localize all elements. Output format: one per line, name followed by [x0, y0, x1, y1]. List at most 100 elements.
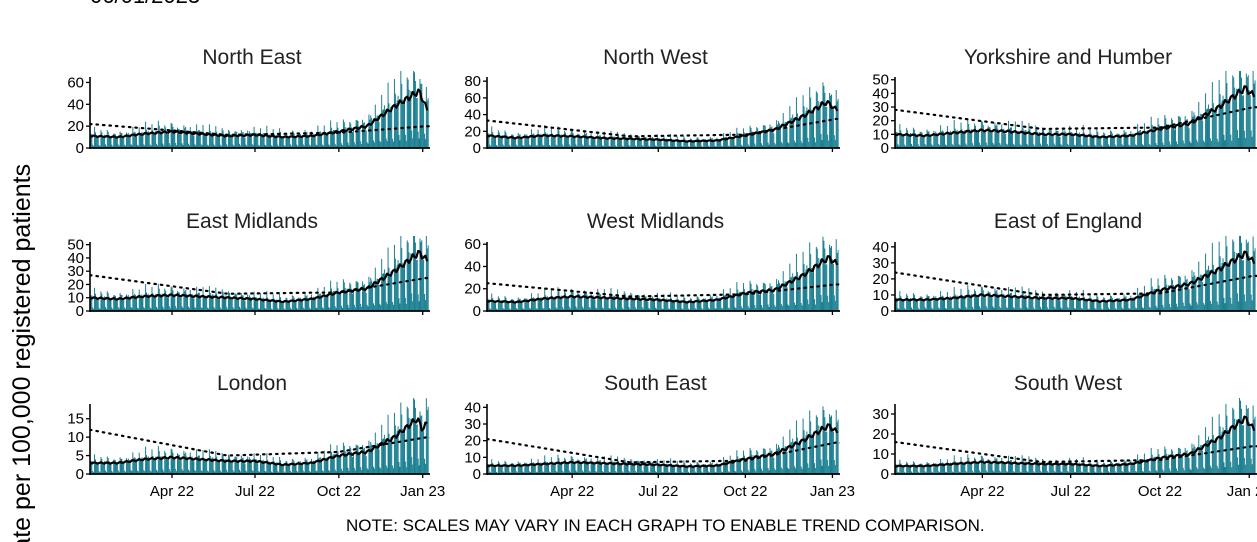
- scale-note: NOTE: SCALES MAY VARY IN EACH GRAPH TO E…: [346, 516, 985, 535]
- y-tick-label: 30: [67, 263, 84, 280]
- trend-line-south-east: [487, 437, 840, 464]
- trend-line-west-midlands: [487, 282, 840, 298]
- x-tick-label: Jul 22: [235, 483, 275, 500]
- x-tick-label: Oct 22: [1138, 483, 1182, 500]
- y-tick-label: 20: [67, 118, 84, 135]
- y-tick-label: 5: [76, 448, 84, 465]
- x-tick-label: Apr 22: [150, 483, 194, 500]
- y-tick-label: 40: [464, 399, 481, 416]
- x-tick-label: Apr 22: [550, 483, 594, 500]
- y-tick-label: 0: [473, 303, 481, 320]
- trend-line-north-east: [90, 122, 430, 137]
- y-tick-label: 20: [464, 123, 481, 140]
- plot-area-east-midlands: [90, 236, 430, 311]
- plot-area-north-west: [487, 82, 840, 148]
- y-tick-label: 50: [872, 72, 889, 89]
- y-tick-label: 0: [473, 140, 481, 157]
- trend-line-north-west: [487, 117, 840, 138]
- y-axis-label: rate per 100,000 registered patients: [8, 164, 36, 542]
- trend-line-london: [90, 428, 430, 457]
- y-tick-label: 40: [872, 239, 889, 256]
- panel-title-london: London: [217, 372, 287, 395]
- y-tick-label: 80: [464, 73, 481, 90]
- plot-area-south-east: [487, 406, 840, 474]
- y-tick-label: 10: [67, 290, 84, 307]
- panel-north-east: North East 0 20 40 60: [67, 46, 430, 157]
- panel-title-west-midlands: West Midlands: [587, 210, 724, 233]
- y-tick-label: 0: [473, 466, 481, 483]
- y-tick-label: 15: [67, 411, 84, 428]
- smooth-line-south-west: [895, 415, 1256, 468]
- x-tick-label: Jul 22: [638, 483, 678, 500]
- y-tick-label: 60: [67, 74, 84, 91]
- smooth-line-yorkshire-and-humber: [895, 85, 1256, 139]
- daily-spikes-north-west: [487, 82, 839, 148]
- plot-area-west-midlands: [487, 236, 840, 311]
- y-tick-label: 30: [464, 416, 481, 433]
- panel-title-south-east: South East: [604, 372, 707, 395]
- panel-title-north-east: North East: [202, 46, 301, 69]
- x-tick-label: Jan 23: [810, 483, 855, 500]
- y-tick-label: 0: [76, 303, 84, 320]
- x-tick-label: Apr 22: [960, 483, 1004, 500]
- trend-line-south-west: [895, 440, 1257, 464]
- y-tick-label: 20: [464, 281, 481, 298]
- smooth-line-north-east: [90, 88, 429, 139]
- y-tick-label: 40: [67, 250, 84, 267]
- y-tick-label: 0: [76, 466, 84, 483]
- y-tick-label: 0: [881, 303, 889, 320]
- daily-spikes-london: [90, 398, 429, 474]
- y-tick-label: 10: [872, 446, 889, 463]
- y-tick-label: 20: [67, 276, 84, 293]
- y-tick-label: 60: [464, 236, 481, 253]
- daily-spikes-yorkshire-and-humber: [895, 71, 1256, 148]
- x-tick-label: Oct 22: [317, 483, 361, 500]
- panel-title-yorkshire-and-humber: Yorkshire and Humber: [964, 46, 1172, 69]
- panel-south-west: South West 0 10 20 30 Apr 22 Jul 22 Oct 22 Jan 2…: [872, 372, 1257, 500]
- y-tick-label: 0: [76, 140, 84, 157]
- y-tick-label: 30: [872, 406, 889, 423]
- smooth-line-south-east: [487, 423, 839, 468]
- y-tick-label: 30: [872, 99, 889, 116]
- panel-west-midlands: West Midlands 0 20 40 60: [464, 210, 840, 320]
- y-tick-label: 10: [872, 126, 889, 143]
- trend-line-east-midlands: [90, 274, 430, 295]
- y-tick-label: 10: [67, 429, 84, 446]
- y-tick-label: 20: [872, 426, 889, 443]
- smooth-line-north-west: [487, 100, 839, 143]
- plot-area-yorkshire-and-humber: [895, 71, 1257, 148]
- smooth-line-london: [90, 417, 428, 467]
- x-tick-label: Jul 22: [1051, 483, 1091, 500]
- smooth-line-east-of-england: [895, 250, 1256, 303]
- y-tick-label: 10: [872, 287, 889, 304]
- plot-area-london: [90, 398, 430, 474]
- y-tick-label: 0: [881, 140, 889, 157]
- x-tick-label: Jan 23: [1227, 483, 1257, 500]
- y-tick-label: 40: [464, 258, 481, 275]
- y-tick-label: 30: [872, 255, 889, 272]
- y-tick-label: 60: [464, 90, 481, 107]
- trend-line-yorkshire-and-humber: [895, 106, 1257, 131]
- panel-title-east-of-england: East of England: [994, 210, 1142, 233]
- y-tick-label: 20: [872, 113, 889, 130]
- panel-title-north-west: North West: [603, 46, 708, 69]
- y-tick-label: 40: [464, 107, 481, 124]
- smooth-line-east-midlands: [90, 249, 429, 304]
- daily-spikes-south-west: [895, 398, 1256, 474]
- panel-title-south-west: South West: [1014, 372, 1122, 395]
- plot-area-south-west: [895, 398, 1257, 474]
- plot-area-north-east: [90, 71, 430, 148]
- x-tick-label: Oct 22: [723, 483, 767, 500]
- chart-date: 06/01/2023: [90, 0, 200, 8]
- y-tick-label: 20: [872, 271, 889, 288]
- y-tick-label: 20: [464, 433, 481, 450]
- y-tick-label: 40: [67, 96, 84, 113]
